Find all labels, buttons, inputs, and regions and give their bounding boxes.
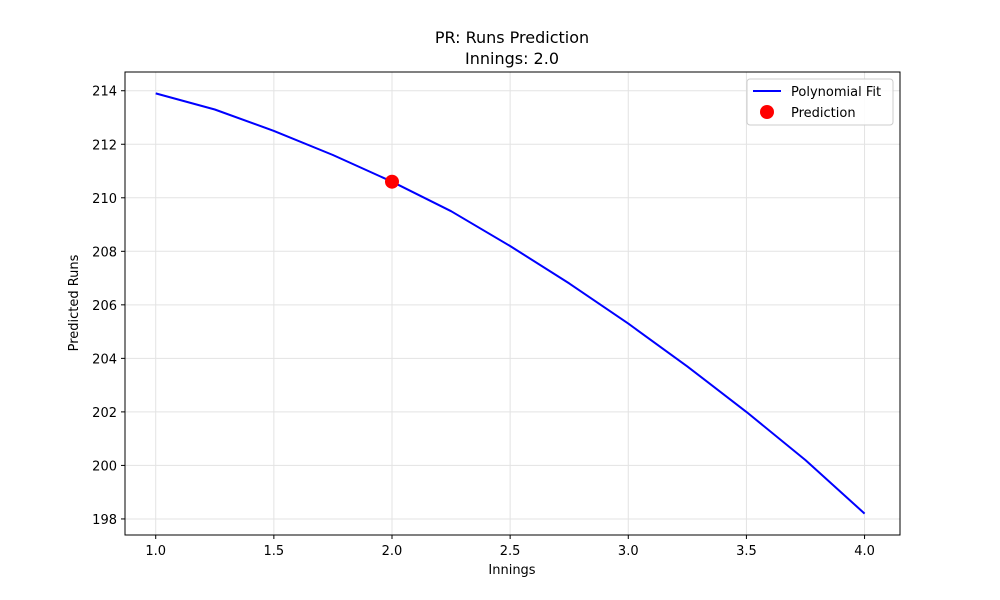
- x-tick-label: 3.5: [736, 544, 757, 559]
- y-tick-label: 208: [92, 245, 117, 260]
- x-tick-label: 2.5: [500, 544, 521, 559]
- y-tick-label: 200: [92, 459, 117, 474]
- legend-box: [746, 78, 894, 126]
- chart-subtitle: Innings: 2.0: [465, 49, 559, 68]
- y-tick-label: 198: [92, 513, 117, 528]
- chart-title: PR: Runs Prediction: [435, 28, 589, 47]
- plot-area-frame: [124, 71, 901, 536]
- legend-label: Polynomial Fit: [791, 85, 881, 100]
- y-tick-label: 214: [92, 85, 117, 100]
- polynomial-fit-line: [155, 92, 866, 515]
- grid: [125, 72, 900, 535]
- y-tick-label: 210: [92, 192, 117, 207]
- legend: Polynomial Fit Prediction: [746, 78, 894, 126]
- x-tick-label: 1.5: [264, 544, 285, 559]
- x-axis-label: Innings: [488, 563, 535, 578]
- legend-label: Prediction: [791, 106, 856, 121]
- x-tick-label: 2.0: [382, 544, 403, 559]
- y-axis-label: Predicted Runs: [67, 254, 82, 351]
- x-tick-label: 3.0: [618, 544, 639, 559]
- legend-marker-swatch: [760, 105, 774, 119]
- x-tick-label: 4.0: [854, 544, 875, 559]
- y-tick-label: 204: [92, 352, 117, 367]
- y-tick-label: 206: [92, 299, 117, 314]
- plot-series: [155, 92, 866, 515]
- prediction-point: [384, 174, 399, 189]
- y-tick-label: 212: [92, 138, 117, 153]
- x-tick-label: 1.0: [145, 544, 166, 559]
- y-tick-label: 202: [92, 406, 117, 421]
- axis-ticks: 1.0 1.5 2.0 2.5 3.0 3.5 4.0 198 200 202 204 206 208 2…: [92, 85, 875, 559]
